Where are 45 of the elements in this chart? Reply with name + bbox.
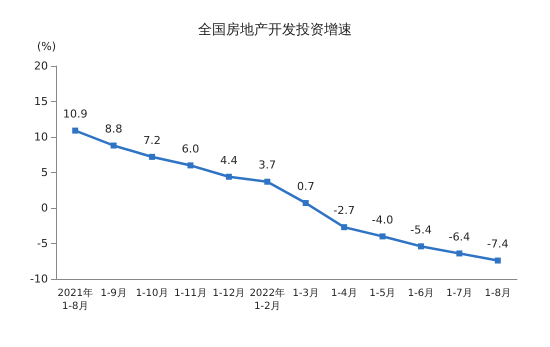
x-tick-label: 1-6月 (408, 288, 434, 299)
data-label: -5.4 (410, 223, 432, 236)
y-tick-label: -5 (37, 237, 48, 250)
data-label: 3.7 (258, 158, 276, 172)
point (494, 258, 501, 264)
point (341, 224, 348, 230)
point (110, 142, 117, 149)
y-tick-label: 5 (41, 166, 48, 179)
x-tick-label: 2022年 1-2月 (250, 287, 286, 312)
point (418, 243, 424, 250)
x-tick-label: 1-12月 (212, 288, 246, 299)
chart-title: 全国房地产开发投资增速 (198, 22, 352, 38)
y-tick-label: 10 (34, 130, 48, 144)
point (264, 178, 270, 185)
data-label: 0.7 (296, 180, 314, 194)
data-label: -4.0 (372, 213, 394, 226)
x-tick-label: 1-8月 (484, 288, 511, 299)
y-tick-label: 20 (34, 60, 48, 72)
data-label: -2.7 (333, 204, 355, 218)
x-tick-label: 1-5月 (369, 288, 396, 299)
point (456, 250, 462, 256)
point (72, 128, 78, 134)
y-tick-label: -10 (30, 272, 48, 286)
x-tick-label: 1-10月 (136, 288, 168, 299)
data-label: 7.2 (143, 134, 161, 147)
y-axis-title: (%) (36, 40, 56, 53)
point (187, 162, 194, 168)
x-tick-label: 1-3月 (292, 288, 319, 299)
y-tick-label: 15 (34, 95, 48, 108)
x-tick-label: 1-4月 (330, 288, 358, 299)
data-label: 6.0 (182, 142, 200, 156)
x-tick-label: 1-7月 (446, 288, 473, 299)
point (302, 200, 309, 206)
point (226, 174, 232, 180)
x-tick-label: 1-11月 (174, 288, 207, 299)
data-label: 10.9 (62, 108, 88, 121)
x-tick-label: 1-9月 (100, 288, 127, 299)
y-tick-label: 0 (41, 202, 48, 214)
data-label: -7.4 (487, 238, 509, 251)
data-label: 8.8 (104, 122, 122, 136)
data-label: -6.4 (448, 230, 470, 244)
point (149, 154, 156, 160)
point (380, 233, 386, 240)
x-tick-label: 2021年 1-8月 (57, 287, 93, 312)
data-label: 4.4 (220, 154, 238, 167)
